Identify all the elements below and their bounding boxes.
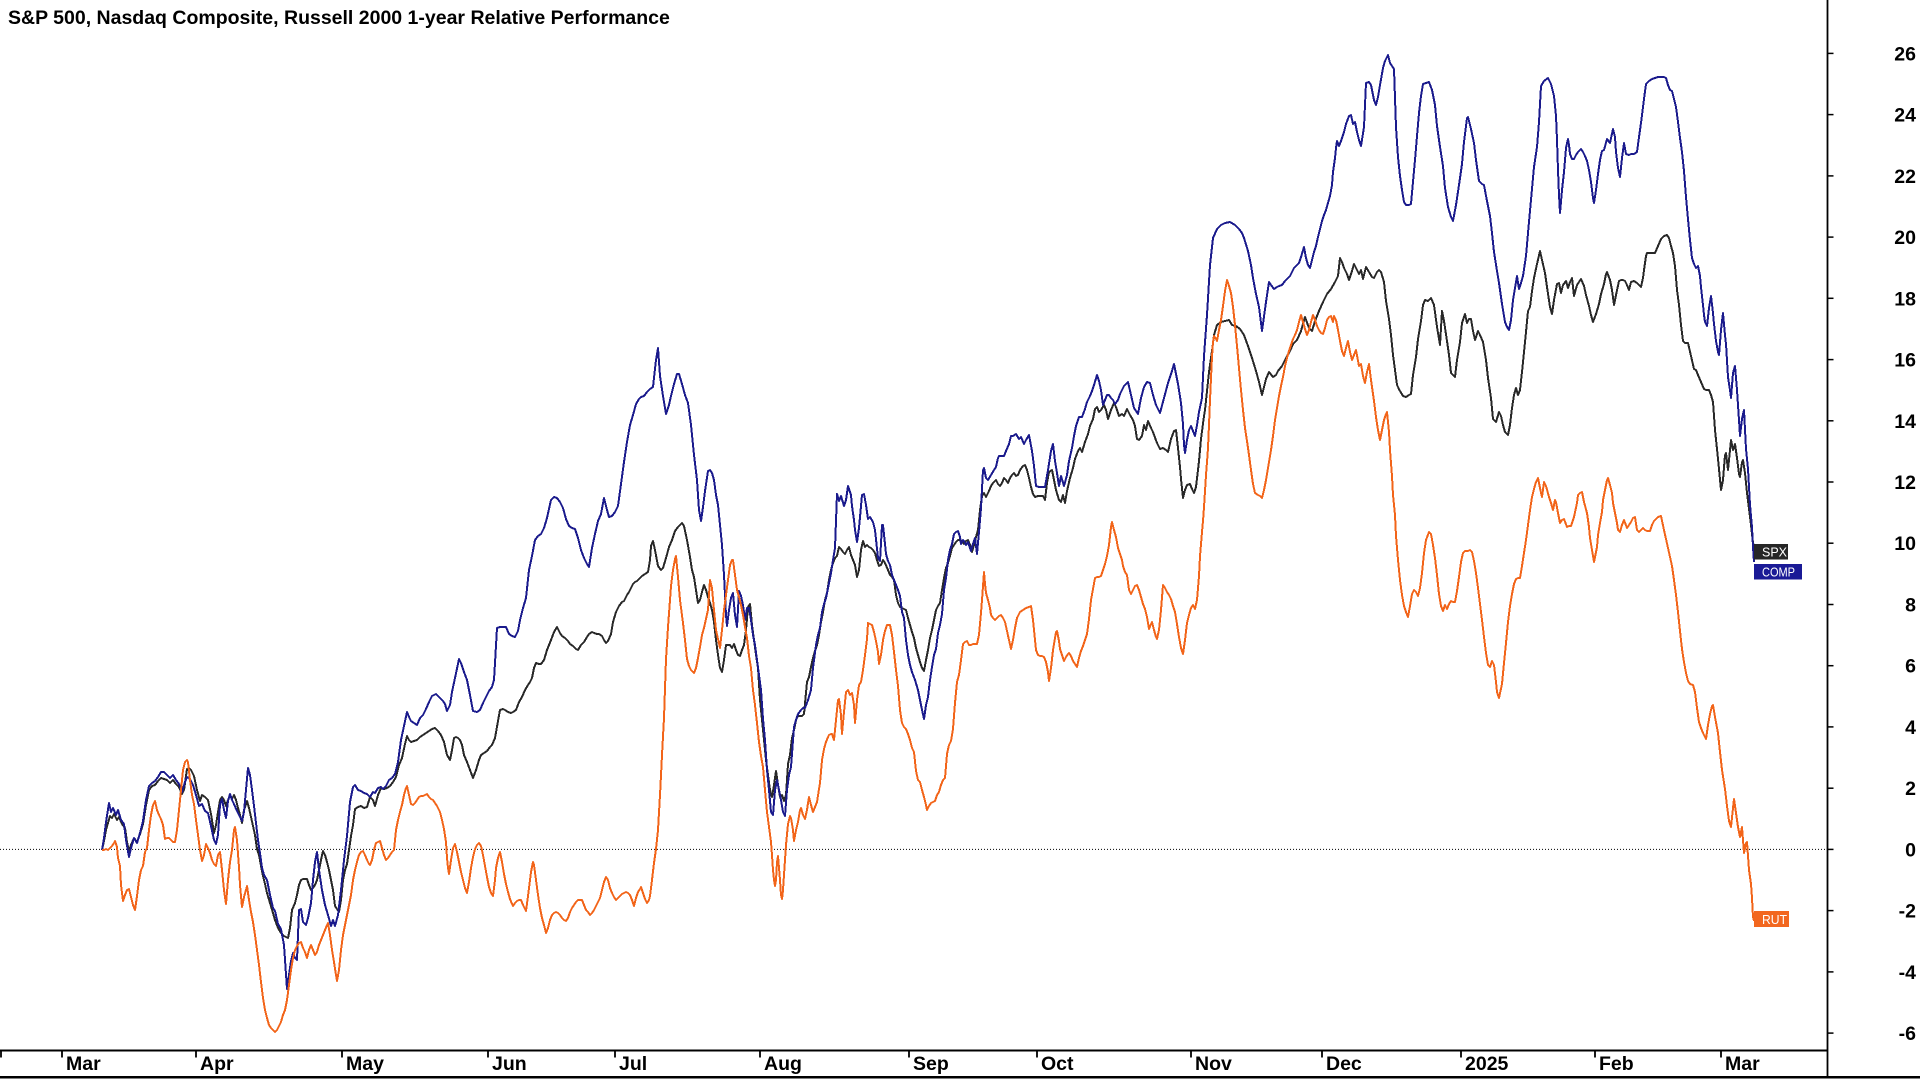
- svg-text:COMP: COMP: [1762, 565, 1795, 580]
- svg-text:SPX: SPX: [1762, 545, 1787, 560]
- svg-text:Aug: Aug: [764, 1053, 802, 1075]
- svg-text:Sep: Sep: [913, 1053, 949, 1075]
- svg-text:14: 14: [1894, 411, 1916, 433]
- svg-text:12: 12: [1894, 472, 1916, 494]
- svg-text:6: 6: [1905, 656, 1916, 678]
- svg-text:8: 8: [1905, 595, 1916, 617]
- svg-text:Dec: Dec: [1326, 1053, 1362, 1075]
- svg-text:0: 0: [1905, 839, 1916, 861]
- svg-text:S&P 500, Nasdaq Composite, Rus: S&P 500, Nasdaq Composite, Russell 2000 …: [8, 7, 670, 29]
- svg-text:RUT: RUT: [1762, 912, 1787, 927]
- svg-text:22: 22: [1894, 166, 1916, 188]
- svg-text:Mar: Mar: [1725, 1053, 1760, 1075]
- svg-text:Apr: Apr: [200, 1053, 234, 1075]
- svg-text:2: 2: [1905, 778, 1916, 800]
- svg-text:20: 20: [1894, 227, 1916, 249]
- svg-text:-4: -4: [1899, 962, 1916, 984]
- svg-text:Jul: Jul: [619, 1053, 647, 1075]
- svg-text:-2: -2: [1899, 901, 1916, 923]
- svg-text:10: 10: [1894, 533, 1916, 555]
- svg-text:-6: -6: [1899, 1023, 1916, 1045]
- svg-text:Nov: Nov: [1195, 1053, 1232, 1075]
- svg-text:Jun: Jun: [492, 1053, 527, 1075]
- svg-text:May: May: [346, 1053, 384, 1075]
- svg-text:Mar: Mar: [66, 1053, 101, 1075]
- svg-text:2025: 2025: [1465, 1053, 1509, 1075]
- svg-text:Feb: Feb: [1599, 1053, 1634, 1075]
- svg-text:18: 18: [1894, 288, 1916, 310]
- svg-text:26: 26: [1894, 43, 1916, 65]
- svg-text:24: 24: [1894, 105, 1916, 127]
- svg-text:Oct: Oct: [1041, 1053, 1074, 1075]
- svg-text:4: 4: [1905, 717, 1916, 739]
- svg-text:16: 16: [1894, 350, 1916, 372]
